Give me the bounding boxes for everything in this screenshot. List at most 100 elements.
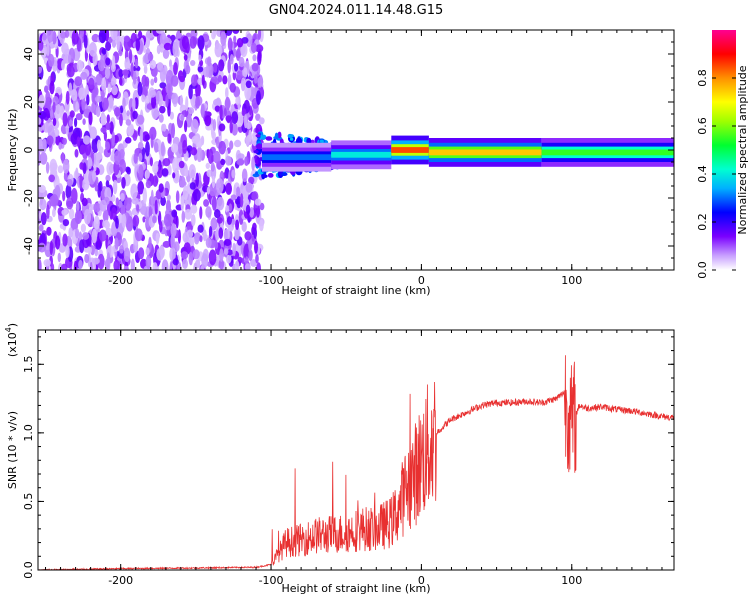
noise-blob	[81, 197, 88, 207]
snr-frame	[37, 329, 675, 571]
noise-blob	[156, 44, 161, 55]
noise-blob	[100, 114, 107, 126]
noise-blob	[191, 74, 198, 87]
noise-blob	[149, 126, 157, 140]
noise-blob	[192, 249, 200, 260]
noise-blob	[78, 259, 83, 270]
noise-blob	[82, 118, 86, 125]
colorbar-label: Normalized spectral amplitude	[736, 65, 749, 234]
noise-blob	[132, 110, 138, 120]
noise-blob	[75, 167, 79, 180]
noise-blob	[88, 77, 95, 90]
noise-blob	[205, 206, 212, 218]
noise-blob	[90, 245, 95, 256]
noise-blob	[94, 184, 99, 192]
noise-blob	[110, 155, 115, 162]
transition-blob	[255, 171, 259, 176]
noise-blob	[131, 197, 139, 205]
noise-blob	[148, 236, 152, 253]
colorbar-tick-label: 0.6	[696, 117, 709, 135]
noise-blob	[205, 64, 209, 78]
noise-blob	[132, 207, 138, 216]
noise-blob	[101, 89, 105, 103]
noise-blob	[182, 185, 189, 201]
noise-blob	[62, 190, 66, 202]
noise-blob	[207, 148, 214, 164]
noise-blob	[119, 77, 123, 86]
noise-blob	[68, 227, 73, 239]
noise-blob	[45, 90, 51, 104]
noise-blob	[38, 65, 42, 74]
noise-blob	[241, 257, 245, 265]
noise-blob	[92, 52, 98, 66]
noise-blob	[156, 247, 164, 261]
ridge-core	[428, 150, 542, 154]
noise-blob	[71, 30, 79, 45]
noise-blob	[133, 152, 138, 164]
noise-blob	[123, 265, 129, 270]
noise-blob	[45, 161, 50, 174]
noise-blob	[155, 30, 164, 34]
noise-blob	[71, 187, 78, 204]
noise-blob	[190, 60, 196, 66]
noise-blob	[147, 53, 154, 61]
noise-blob	[38, 40, 44, 51]
noise-blob	[38, 117, 42, 125]
noise-blob	[134, 58, 139, 69]
noise-blob	[80, 223, 86, 233]
noise-blob	[215, 228, 220, 241]
noise-blob	[175, 190, 180, 204]
snr-ticks: -200 -100 0 100 0.0 0.5 1.0 1.5	[22, 330, 674, 587]
noise-blob	[213, 62, 218, 73]
y-tick-label: 20	[22, 95, 35, 109]
noise-blob	[141, 94, 146, 103]
noise-blob	[197, 66, 204, 73]
noise-blob	[103, 209, 109, 223]
noise-blob	[102, 220, 106, 228]
noise-blob	[195, 96, 201, 109]
noise-blob	[257, 76, 263, 88]
noise-blob	[119, 159, 126, 174]
noise-blob	[161, 168, 169, 177]
noise-blob	[201, 253, 209, 268]
noise-blob	[75, 113, 83, 121]
noise-blob	[105, 57, 111, 66]
noise-blob	[257, 30, 262, 40]
noise-blob	[172, 172, 176, 179]
noise-blob	[150, 66, 158, 78]
snr-scale-exp: 4	[4, 327, 13, 332]
noise-blob	[47, 53, 55, 67]
noise-blob	[65, 90, 70, 105]
noise-blob	[162, 48, 170, 60]
noise-blob	[126, 124, 135, 137]
noise-blob	[172, 258, 179, 266]
noise-blob	[248, 176, 255, 184]
noise-blob	[224, 30, 233, 36]
noise-blob	[197, 224, 204, 233]
noise-blob	[95, 105, 101, 118]
noise-blob	[158, 114, 164, 123]
noise-blob	[201, 74, 205, 87]
noise-blob	[101, 77, 107, 93]
noise-blob	[76, 136, 81, 148]
noise-blob	[74, 149, 79, 158]
noise-blob	[98, 30, 107, 44]
noise-blob	[128, 49, 133, 64]
noise-blob	[180, 195, 185, 212]
noise-blob	[88, 111, 93, 126]
noise-blob	[46, 226, 52, 236]
noise-blob	[200, 103, 205, 118]
noise-blob	[108, 95, 114, 109]
noise-blob	[224, 96, 231, 111]
noise-blob	[152, 262, 158, 270]
noise-blob	[236, 111, 244, 128]
noise-blob	[61, 209, 68, 216]
noise-blob	[67, 65, 75, 78]
noise-blob	[220, 31, 227, 47]
noise-blob	[239, 193, 244, 208]
transition-blob	[255, 134, 261, 138]
noise-blob	[249, 206, 255, 218]
noise-blob	[97, 253, 105, 270]
noise-blob	[256, 262, 261, 270]
noise-blob	[241, 168, 248, 183]
